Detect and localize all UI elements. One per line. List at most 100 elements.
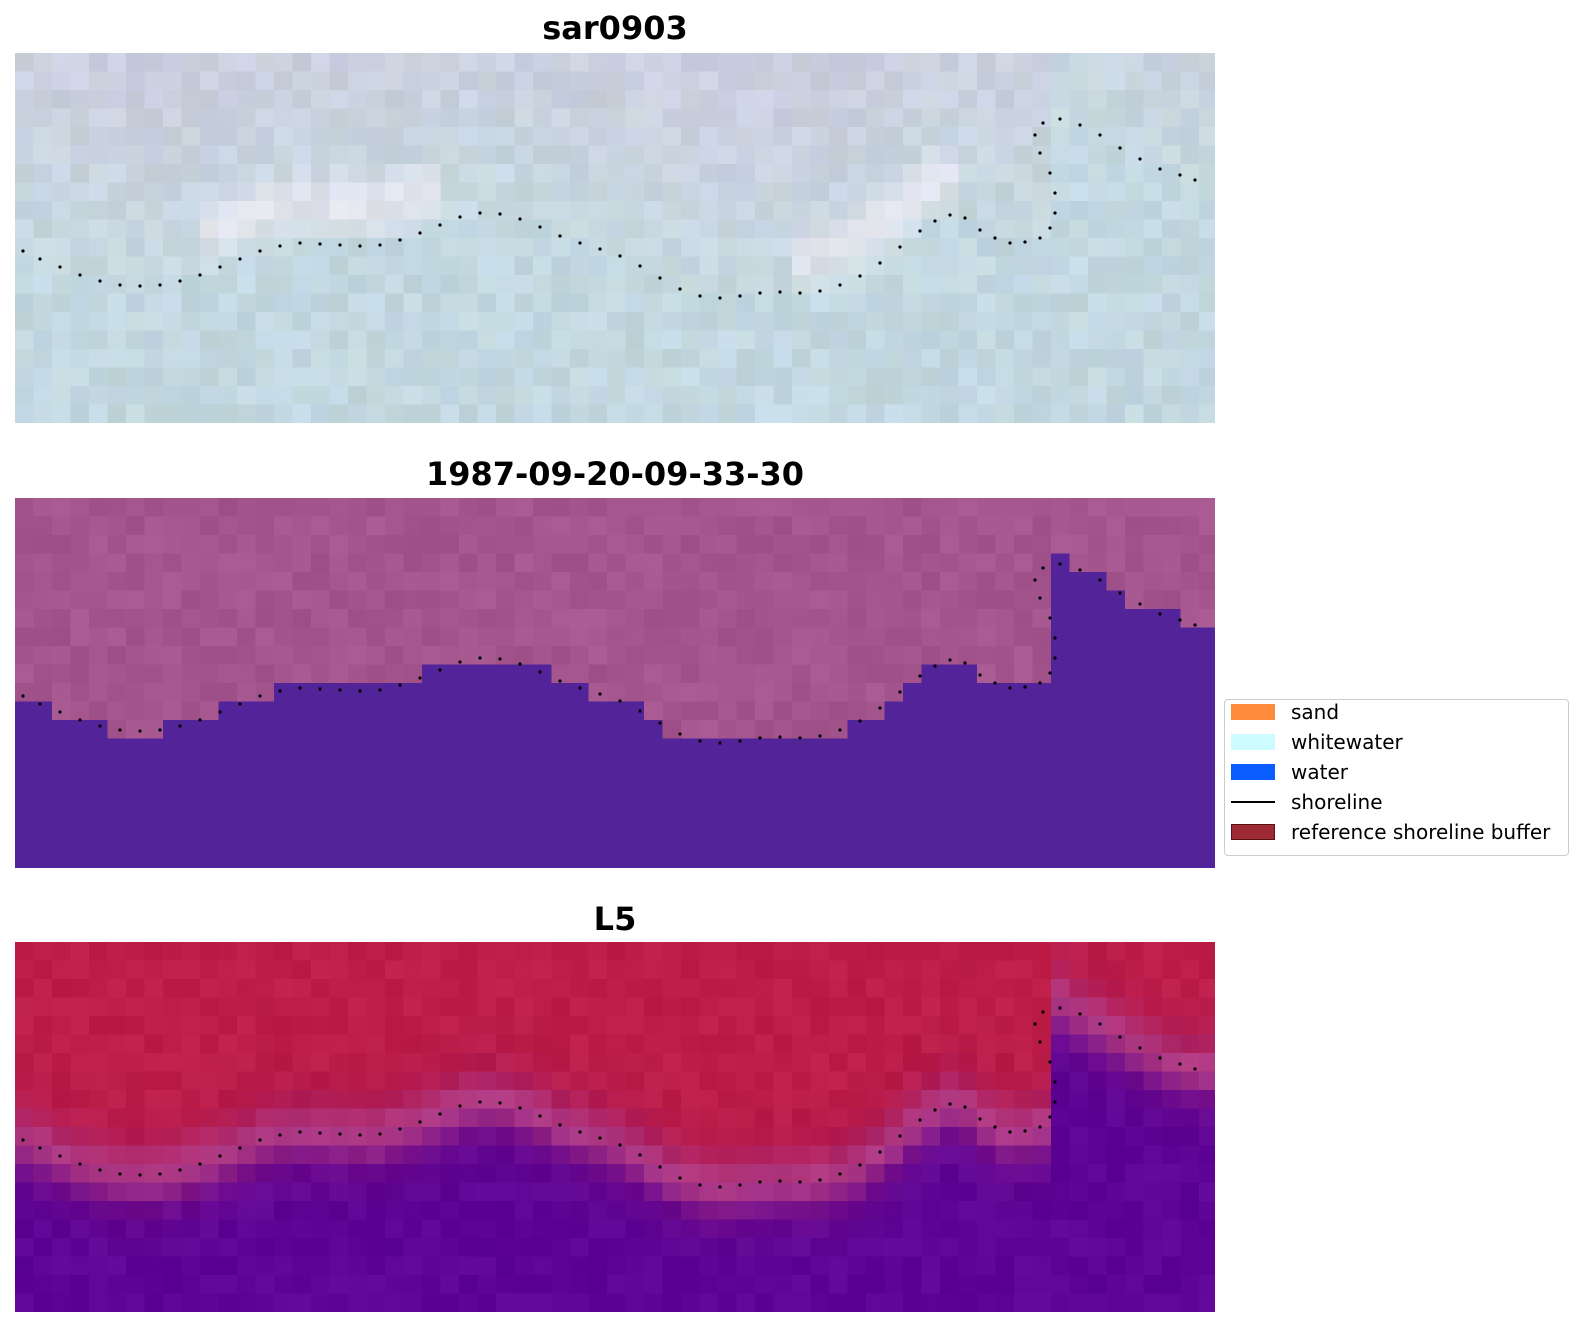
shoreline-point xyxy=(1038,151,1042,155)
shoreline-point xyxy=(458,660,462,664)
shoreline-point xyxy=(138,284,142,288)
shoreline-point xyxy=(718,1185,722,1189)
shoreline-point xyxy=(778,290,782,294)
shoreline-point xyxy=(1023,685,1027,689)
shoreline-point xyxy=(1158,1056,1162,1060)
shoreline-point xyxy=(1008,1130,1012,1134)
shoreline-point xyxy=(178,1168,182,1172)
shoreline-point xyxy=(933,219,937,223)
shoreline-point xyxy=(398,683,402,687)
shoreline-point xyxy=(1058,117,1062,121)
shoreline-point xyxy=(218,1154,222,1158)
shoreline-point xyxy=(578,686,582,690)
shoreline-point xyxy=(438,1112,442,1116)
shoreline-point xyxy=(1048,1115,1052,1119)
shoreline-point xyxy=(518,217,522,221)
legend-swatch-whitewater xyxy=(1231,734,1275,750)
shoreline-point xyxy=(618,254,622,258)
shoreline-point xyxy=(618,699,622,703)
shoreline-point xyxy=(878,1150,882,1154)
shoreline-point xyxy=(398,1127,402,1131)
shoreline-point xyxy=(918,229,922,233)
shoreline-point xyxy=(838,283,842,287)
shoreline-point xyxy=(878,706,882,710)
rgb-pixels xyxy=(15,53,1215,423)
legend-item-sand: sand xyxy=(1231,700,1339,724)
shoreline-point xyxy=(1038,236,1042,240)
shoreline-point xyxy=(718,296,722,300)
probability-pixels xyxy=(15,942,1215,1312)
shoreline-point xyxy=(1078,123,1082,127)
shoreline-point xyxy=(698,294,702,298)
shoreline-point xyxy=(38,257,42,261)
shoreline-point xyxy=(978,1117,982,1121)
shoreline-point xyxy=(78,273,82,277)
shoreline-point xyxy=(418,1120,422,1124)
shoreline-point xyxy=(218,710,222,714)
shoreline-point xyxy=(258,694,262,698)
legend-swatch-shoreline xyxy=(1231,794,1275,810)
shoreline-point xyxy=(378,688,382,692)
shoreline-point xyxy=(318,687,322,691)
shoreline-point xyxy=(418,231,422,235)
shoreline-point xyxy=(1193,623,1197,627)
shoreline-point xyxy=(598,247,602,251)
shoreline-point xyxy=(418,676,422,680)
shoreline-point xyxy=(1193,178,1197,182)
shoreline-point xyxy=(498,1101,502,1105)
shoreline-point xyxy=(698,739,702,743)
shoreline-point xyxy=(38,702,42,706)
shoreline-point xyxy=(298,686,302,690)
shoreline-point xyxy=(238,1146,242,1150)
legend-item-whitewater: whitewater xyxy=(1231,730,1403,754)
shoreline-point xyxy=(948,1102,952,1106)
shoreline-point xyxy=(578,241,582,245)
shoreline-point xyxy=(1053,191,1057,195)
shoreline-point xyxy=(1048,616,1052,620)
shoreline-point xyxy=(498,657,502,661)
shoreline-point xyxy=(1038,1040,1042,1044)
shoreline-point xyxy=(1098,578,1102,582)
shoreline-point xyxy=(218,265,222,269)
shoreline-point xyxy=(1041,566,1045,570)
shoreline-point xyxy=(518,1106,522,1110)
shoreline-point xyxy=(1178,1062,1182,1066)
shoreline-point xyxy=(1048,226,1052,230)
shoreline-point xyxy=(878,261,882,265)
shoreline-point xyxy=(98,279,102,283)
shoreline-point xyxy=(398,238,402,242)
probability-image-panel xyxy=(15,942,1215,1312)
shoreline-point xyxy=(338,688,342,692)
panel-title-classified: 1987-09-20-09-33-30 xyxy=(425,455,805,493)
shoreline-point xyxy=(1038,596,1042,600)
shoreline-point xyxy=(98,1168,102,1172)
shoreline-point xyxy=(558,234,562,238)
shoreline-point xyxy=(698,1183,702,1187)
shoreline-point xyxy=(1048,1060,1052,1064)
shoreline-point xyxy=(898,245,902,249)
shoreline-point xyxy=(1138,157,1142,161)
shoreline-point xyxy=(738,739,742,743)
shoreline-point xyxy=(438,223,442,227)
rgb-image-panel xyxy=(15,53,1215,423)
shoreline-point xyxy=(898,1134,902,1138)
shoreline-point xyxy=(298,241,302,245)
shoreline-point xyxy=(963,661,967,665)
shoreline-point xyxy=(858,719,862,723)
shoreline-point xyxy=(198,718,202,722)
shoreline-point xyxy=(1023,1129,1027,1133)
shoreline-point xyxy=(918,674,922,678)
shoreline-point xyxy=(838,1172,842,1176)
shoreline-point xyxy=(638,709,642,713)
shoreline-point xyxy=(1118,591,1122,595)
shoreline-point xyxy=(498,212,502,216)
shoreline-point xyxy=(638,264,642,268)
shoreline-point xyxy=(718,741,722,745)
shoreline-point xyxy=(933,664,937,668)
shoreline-point xyxy=(1008,241,1012,245)
legend-label-shoreline: shoreline xyxy=(1291,790,1383,814)
shoreline-point xyxy=(1023,240,1027,244)
shoreline-point xyxy=(1053,1100,1057,1104)
shoreline-point xyxy=(318,1131,322,1135)
shoreline-point xyxy=(1138,602,1142,606)
